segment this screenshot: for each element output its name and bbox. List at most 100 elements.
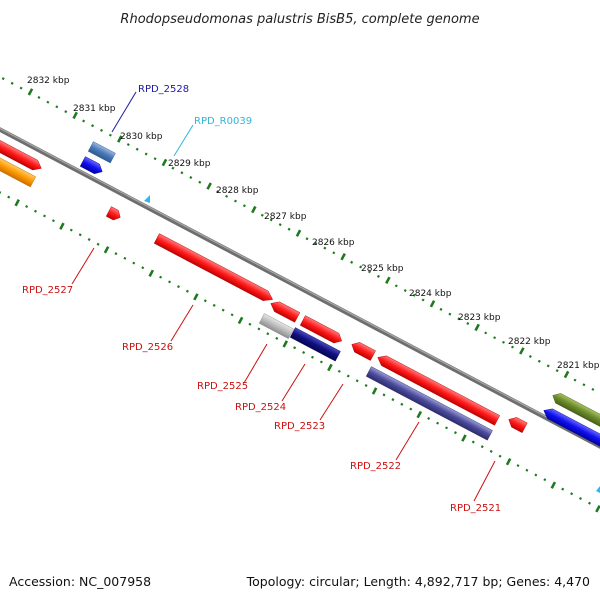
gene-arrow[interactable] (541, 406, 600, 449)
ruler-minor-tick (34, 209, 37, 213)
kbp-labels: 2832 kbp 2831 kbp 2830 kbp 2829 kbp 2828… (27, 76, 600, 371)
gene-arrow[interactable] (79, 156, 105, 177)
ruler-major-tick (237, 316, 244, 325)
ruler-minor-tick (412, 293, 416, 297)
ruler-major-tick (161, 158, 168, 167)
ruler-minor-tick (427, 416, 431, 420)
ruler-minor-tick (543, 478, 547, 482)
kbp-label: 2828 kbp (216, 186, 259, 196)
gene-block[interactable] (87, 141, 116, 164)
gene-arrow[interactable] (299, 315, 344, 346)
gene-label-rpd-2527[interactable]: RPD_2527 (22, 285, 73, 296)
ruler-major-tick (461, 434, 467, 442)
ruler-minor-tick (260, 213, 264, 217)
ruler-minor-tick (180, 171, 184, 175)
ruler-minor-tick (382, 393, 386, 397)
ruler-major-tick (103, 246, 110, 254)
ruler-minor-tick (221, 308, 225, 312)
ruler-minor-tick (242, 204, 246, 208)
gene-arrow[interactable] (153, 233, 275, 305)
ruler-minor-tick (203, 299, 207, 303)
ruler-minor-tick (409, 407, 413, 411)
ruler-major-tick (385, 276, 391, 285)
ruler-minor-tick (579, 497, 582, 500)
gene-label-rpd-2523[interactable]: RPD_2523 (274, 421, 325, 432)
accession-text: Accession: NC_007958 (9, 574, 152, 589)
gene-arrow[interactable] (506, 415, 528, 433)
ruler-minor-tick (55, 105, 59, 109)
ruler-major-tick (416, 410, 423, 419)
gene-arrow[interactable] (0, 154, 36, 188)
ruler-minor-tick (502, 340, 505, 344)
ruler-minor-tick (287, 227, 291, 231)
gene-arrow[interactable] (550, 391, 600, 434)
ruler-minor-tick (359, 265, 363, 269)
ruler-minor-tick (269, 218, 273, 222)
ruler-minor-tick (364, 384, 368, 387)
gene-label-rpd-2526[interactable]: RPD_2526 (122, 342, 173, 353)
kbp-label: 2822 kbp (508, 337, 551, 347)
gene-arrow[interactable] (268, 299, 301, 323)
ruler-minor-tick (453, 431, 457, 435)
ruler-minor-tick (177, 285, 180, 289)
gene-features (0, 138, 600, 493)
ruler-major-tick (595, 505, 600, 513)
ruler-minor-tick (293, 346, 297, 350)
ruler-minor-tick (278, 223, 282, 227)
ruler-minor-tick (489, 449, 493, 453)
gene-label-rpd-2521[interactable]: RPD_2521 (450, 503, 501, 514)
kbp-label: 2821 kbp (557, 361, 600, 371)
ruler-minor-tick (168, 280, 172, 284)
upper-ruler-track (1, 77, 595, 391)
ruler-major-tick (148, 269, 155, 278)
ruler-major-tick (563, 370, 570, 379)
ruler-minor-tick (570, 492, 574, 496)
ruler-minor-tick (302, 351, 306, 354)
ruler-major-tick (193, 293, 199, 301)
genome-backbone (0, 127, 600, 449)
ruler-minor-tick (257, 327, 261, 331)
ruler-major-tick (429, 300, 436, 308)
ruler-minor-tick (108, 133, 112, 137)
gene-label-rpd-2522[interactable]: RPD_2522 (350, 461, 401, 472)
ruler-minor-tick (216, 190, 220, 194)
ruler-minor-tick (82, 119, 86, 123)
ruler-minor-tick (230, 313, 234, 317)
ruler-major-tick (474, 323, 480, 332)
gene-arrow[interactable] (0, 138, 44, 173)
rna-feature[interactable] (144, 195, 150, 203)
gene-label-rpd-r0039[interactable]: RPD_R0039 (194, 116, 252, 127)
ruler-minor-tick (471, 440, 475, 444)
ruler-minor-tick (493, 336, 497, 340)
gene-block[interactable] (258, 313, 294, 339)
gene-label-rpd-2524[interactable]: RPD_2524 (235, 402, 286, 413)
ruler-major-tick (295, 229, 302, 237)
ruler-minor-tick (573, 378, 577, 382)
ruler-minor-tick (123, 256, 127, 260)
gene-block[interactable] (365, 366, 493, 441)
ruler-major-tick (505, 458, 512, 466)
kbp-label: 2831 kbp (73, 104, 116, 114)
ruler-minor-tick (1, 77, 5, 81)
ruler-minor-tick (537, 359, 541, 363)
ruler-minor-tick (323, 246, 327, 250)
gene-arrow[interactable] (105, 206, 123, 223)
gene-label-rpd-2528[interactable]: RPD_2528 (138, 84, 189, 95)
gene-label-rpd-2525[interactable]: RPD_2525 (197, 381, 248, 392)
ruler-minor-tick (51, 219, 55, 223)
gene-arrow[interactable] (375, 353, 501, 426)
ruler-minor-tick (87, 237, 91, 242)
ruler-minor-tick (480, 445, 484, 449)
kbp-label: 2824 kbp (409, 289, 452, 299)
kbp-label: 2825 kbp (361, 264, 404, 274)
ruler-minor-tick (319, 360, 323, 364)
rna-feature[interactable] (596, 486, 600, 493)
ruler-minor-tick (153, 157, 157, 161)
ruler-minor-tick (582, 383, 586, 387)
kbp-label: 2829 kbp (168, 159, 211, 169)
gene-block[interactable] (289, 327, 341, 362)
ruler-minor-tick (19, 86, 23, 90)
gene-arrow[interactable] (349, 340, 376, 361)
ruler-major-tick (519, 347, 525, 355)
ruler-major-tick (72, 111, 78, 120)
